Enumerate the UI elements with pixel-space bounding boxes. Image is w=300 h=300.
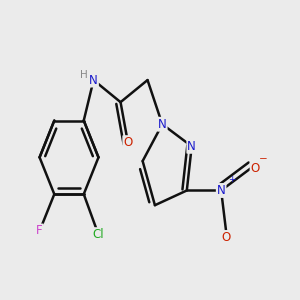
Text: −: − (259, 154, 267, 164)
Text: O: O (250, 162, 260, 175)
Text: N: N (158, 118, 167, 131)
Text: Cl: Cl (93, 228, 104, 241)
Text: O: O (221, 231, 231, 244)
Text: H: H (80, 70, 87, 80)
Text: F: F (36, 224, 43, 238)
Text: N: N (187, 140, 196, 153)
Text: +: + (228, 175, 236, 184)
Text: N: N (217, 184, 226, 197)
Text: O: O (123, 136, 133, 149)
Text: N: N (89, 74, 98, 87)
